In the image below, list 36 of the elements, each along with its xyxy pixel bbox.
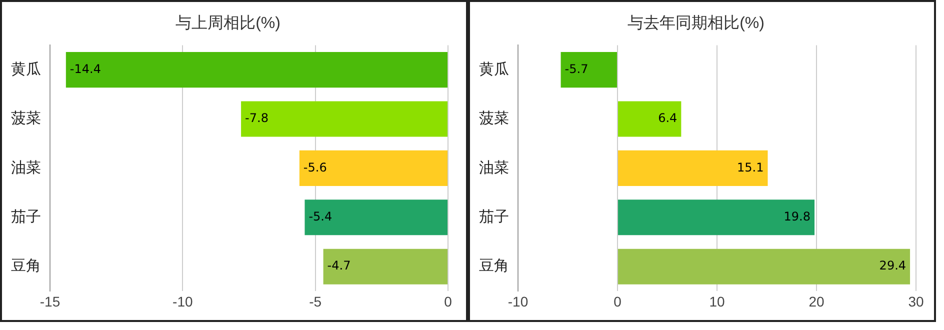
data-label: -5.7 <box>564 62 588 76</box>
x-tick-label: 20 <box>808 293 824 310</box>
data-label: 15.1 <box>737 160 764 174</box>
y-tick-label: 菠菜 <box>479 110 509 128</box>
x-tick-label: 30 <box>908 293 924 310</box>
x-tick-label: 0 <box>614 293 622 310</box>
bar <box>560 52 617 88</box>
chart-title: 与去年同期相比(%) <box>628 14 764 32</box>
data-label: -4.7 <box>327 258 351 273</box>
x-tick-label: -15 <box>40 293 60 310</box>
bar <box>618 150 768 186</box>
y-tick-label: 黄瓜 <box>11 60 41 78</box>
y-tick-label: 菠菜 <box>11 110 41 128</box>
data-label: -14.4 <box>70 62 101 76</box>
data-label: -5.4 <box>308 210 332 224</box>
bar <box>618 248 910 284</box>
data-label: 29.4 <box>879 258 906 273</box>
x-tick-label: -10 <box>508 293 528 310</box>
chart-title: 与上周相比(%) <box>176 14 280 32</box>
y-tick-label: 黄瓜 <box>479 60 509 78</box>
y-tick-label: 茄子 <box>11 208 41 226</box>
x-tick-label: -10 <box>172 293 193 310</box>
x-tick-label: 10 <box>709 293 725 310</box>
y-tick-label: 油菜 <box>479 159 509 176</box>
y-tick-label: 茄子 <box>479 208 509 226</box>
y-tick-label: 油菜 <box>11 159 41 176</box>
x-tick-label: -5 <box>309 293 322 310</box>
bar <box>618 200 815 236</box>
x-tick-label: 0 <box>444 293 452 310</box>
bar <box>618 101 682 137</box>
data-label: -5.6 <box>303 160 327 174</box>
data-label: -7.8 <box>245 111 268 126</box>
y-tick-label: 豆角 <box>11 258 41 275</box>
data-label: 19.8 <box>784 210 811 224</box>
y-tick-label: 豆角 <box>479 258 509 275</box>
data-label: 6.4 <box>658 111 678 126</box>
